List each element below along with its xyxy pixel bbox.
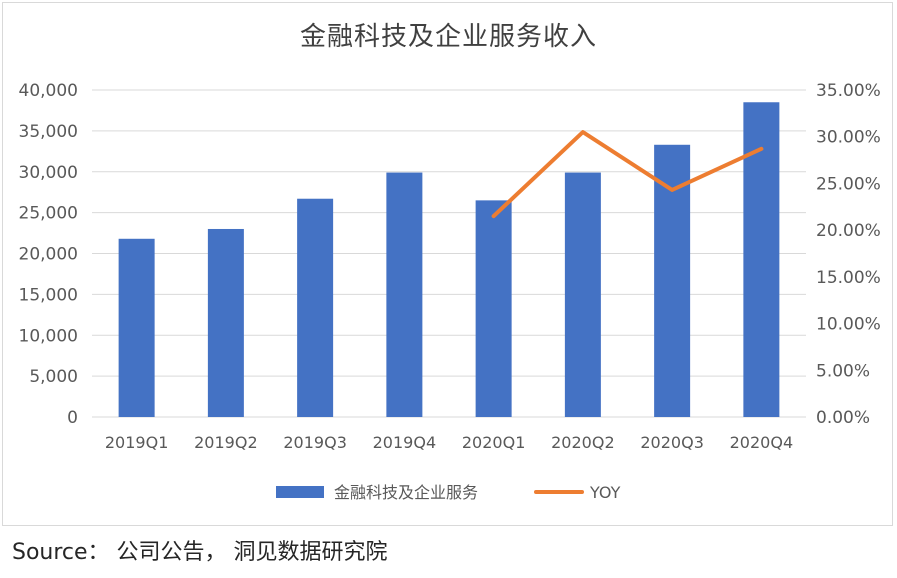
y-left-tick-label: 40,000 (19, 81, 78, 101)
x-tick-label: 2020Q4 (730, 433, 794, 452)
bar (207, 228, 244, 417)
y-right-tick-label: 0.00% (816, 408, 870, 428)
x-tick-label: 2019Q1 (105, 433, 169, 452)
y-right-tick-label: 15.00% (816, 268, 881, 288)
x-tick-label: 2019Q2 (194, 433, 258, 452)
y-left-tick-label: 20,000 (19, 245, 78, 265)
source-note: Source： 公司公告， 洞见数据研究院 (12, 540, 388, 565)
x-tick-label: 2020Q3 (640, 433, 704, 452)
y-left-tick-label: 0 (67, 408, 78, 428)
y-left-tick-label: 10,000 (19, 326, 78, 346)
yoy-line (491, 130, 764, 219)
y-left-tick-label: 25,000 (19, 204, 78, 224)
chart-title: 金融科技及企业服务收入 (299, 22, 597, 52)
bar (475, 200, 512, 417)
y-right-tick-label: 25.00% (816, 174, 881, 194)
y-left-tick-label: 35,000 (19, 122, 78, 142)
y-right-tick-label: 5.00% (816, 361, 870, 381)
legend-label-bar: 金融科技及企业服务 (334, 483, 478, 502)
y-left-tick-label: 15,000 (19, 285, 78, 305)
y-right-tick-label: 20.00% (816, 221, 881, 241)
y-left-tick-label: 5,000 (29, 367, 78, 387)
legend-swatch-bar (276, 486, 324, 498)
y-right-tick-label: 10.00% (816, 315, 881, 335)
x-tick-label: 2019Q3 (283, 433, 347, 452)
bar (386, 172, 423, 417)
legend-label-line: YOY (589, 483, 621, 502)
y-right-tick-label: 35.00% (816, 81, 881, 101)
x-tick-label: 2020Q2 (551, 433, 615, 452)
x-tick-label: 2019Q4 (373, 433, 437, 452)
bar (564, 172, 601, 417)
bar (118, 238, 155, 417)
bar (297, 198, 334, 417)
y-right-tick-label: 30.00% (816, 128, 881, 148)
x-tick-label: 2020Q1 (462, 433, 526, 452)
y-left-tick-label: 30,000 (19, 163, 78, 183)
